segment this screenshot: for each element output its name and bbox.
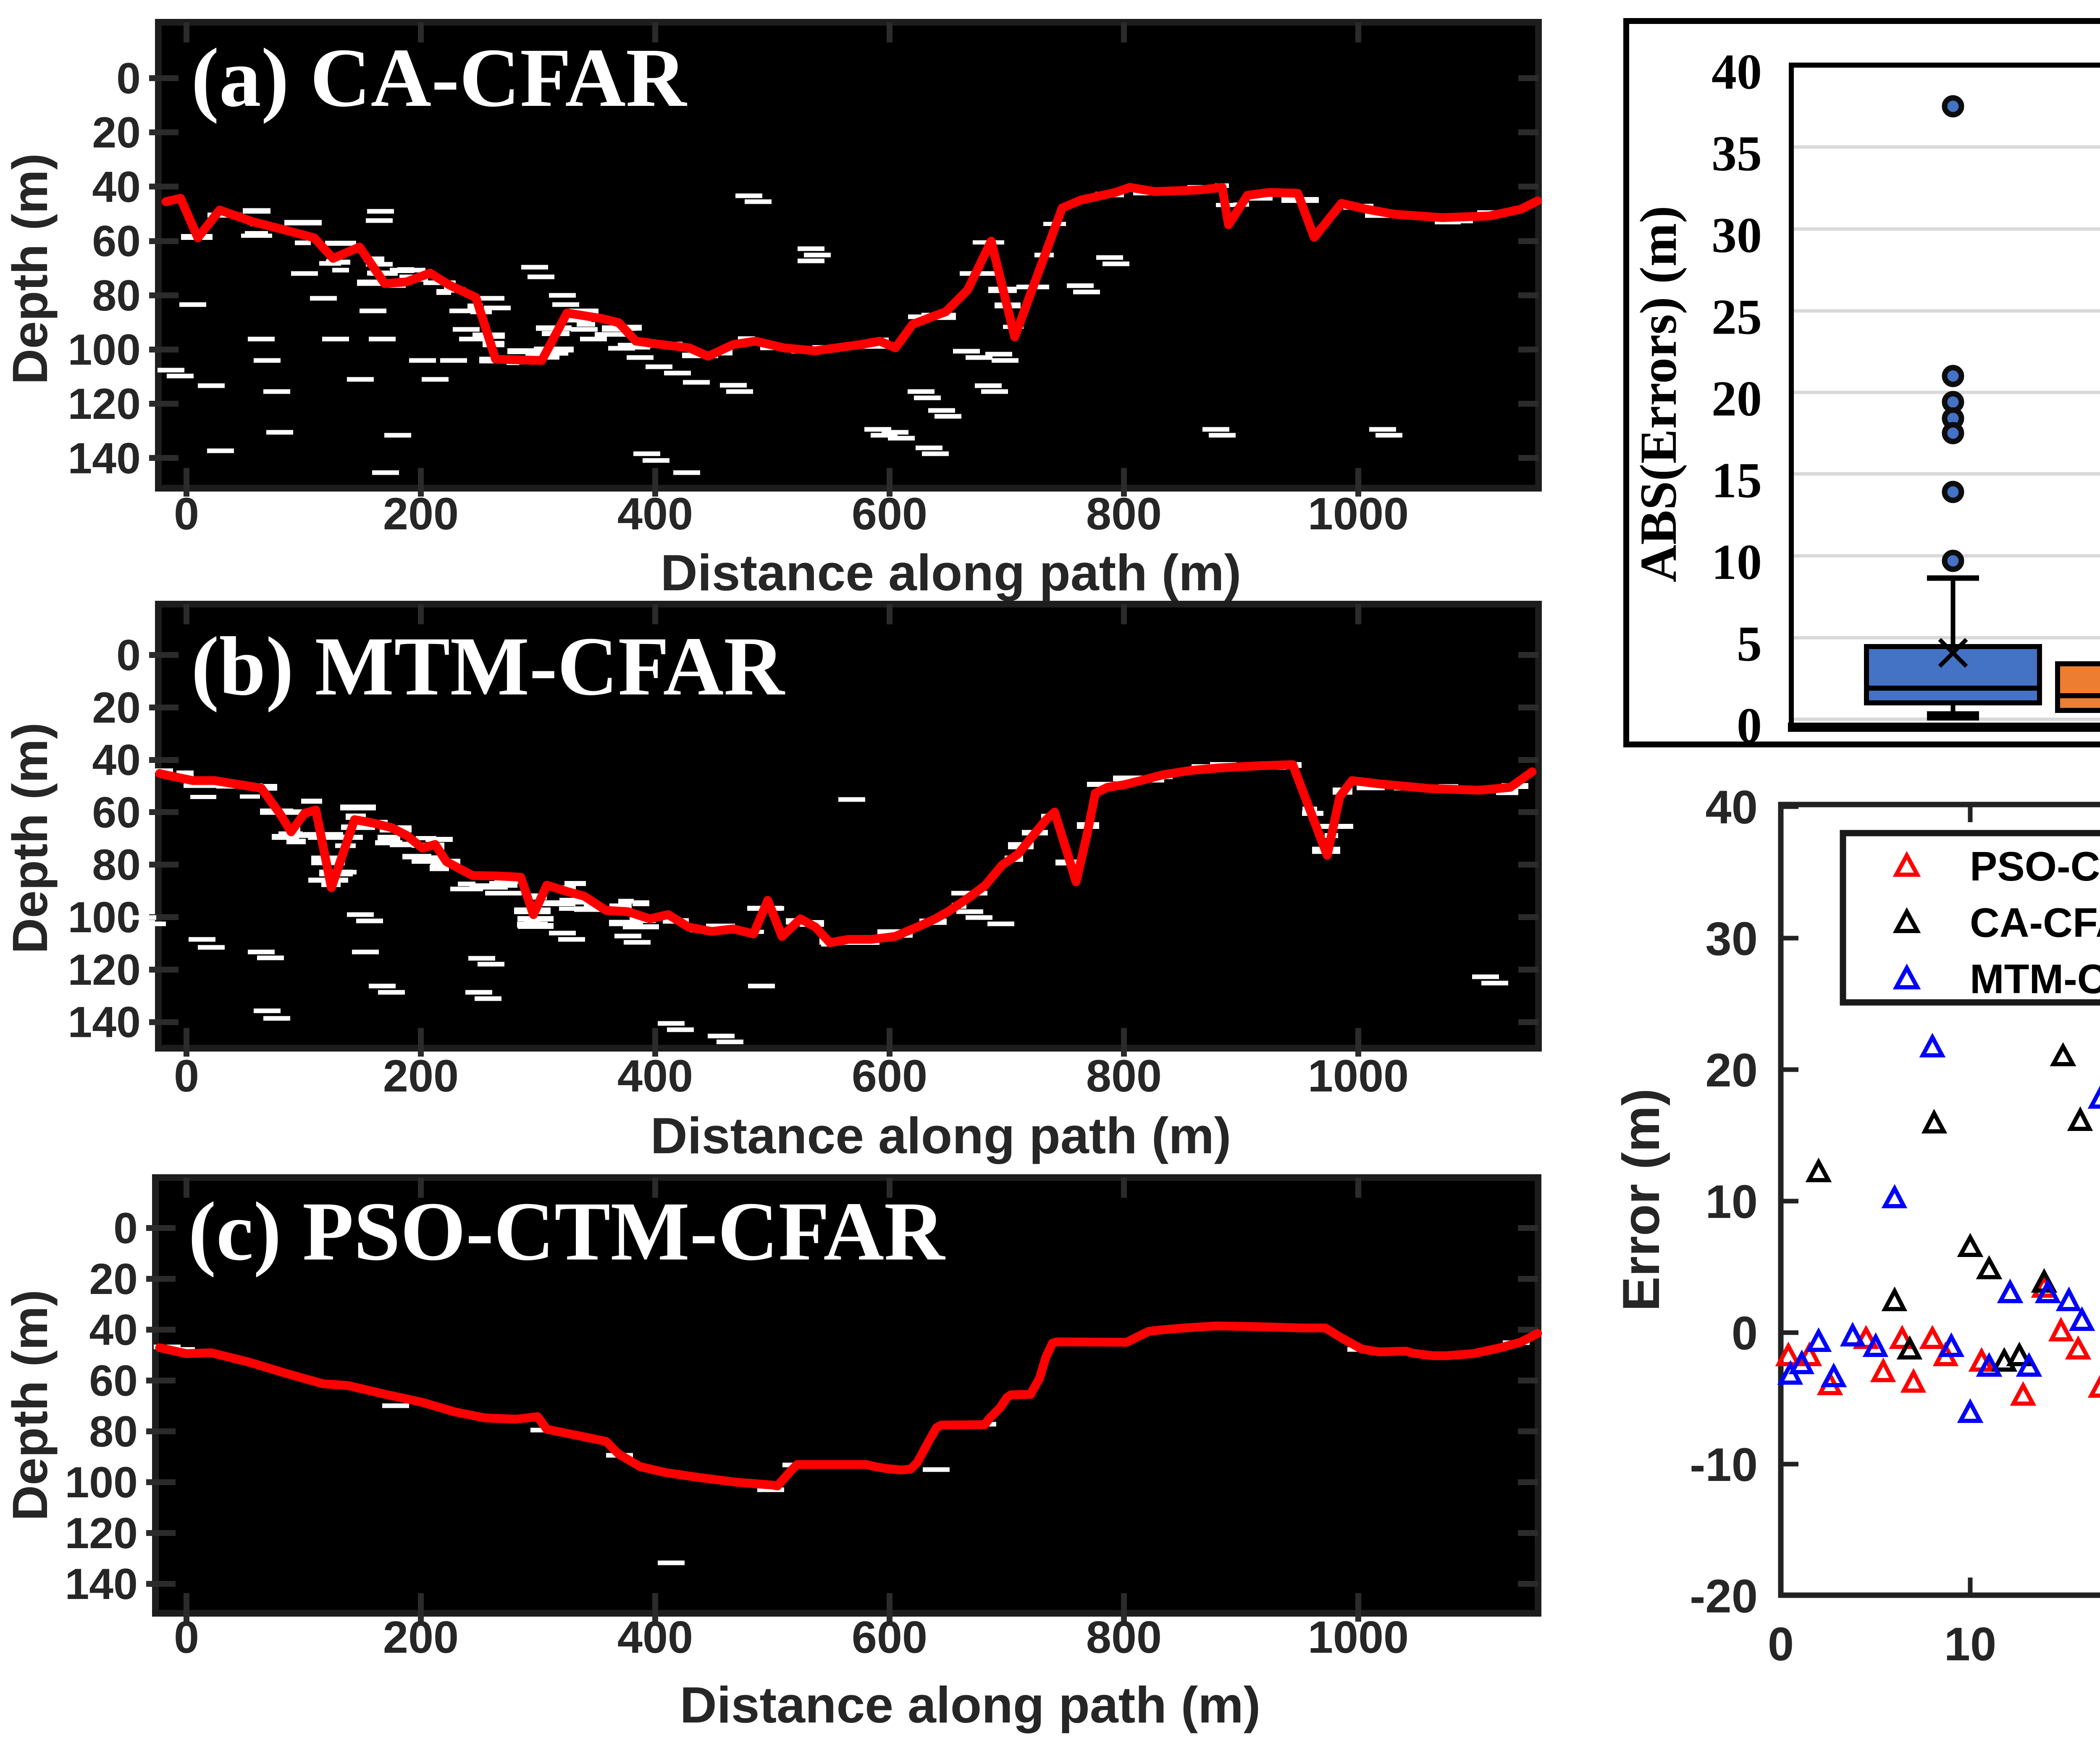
svg-text:800: 800 bbox=[1086, 488, 1162, 539]
svg-text:5: 5 bbox=[1737, 616, 1762, 672]
svg-text:(b) MTM-CFAR: (b) MTM-CFAR bbox=[191, 620, 785, 713]
svg-text:140: 140 bbox=[68, 434, 141, 483]
svg-text:800: 800 bbox=[1086, 1612, 1162, 1662]
svg-text:40: 40 bbox=[92, 736, 141, 785]
svg-text:0: 0 bbox=[1732, 1307, 1758, 1360]
svg-text:(c) PSO-CTM-CFAR: (c) PSO-CTM-CFAR bbox=[188, 1185, 946, 1278]
svg-text:0: 0 bbox=[174, 1612, 199, 1662]
svg-text:140: 140 bbox=[65, 1560, 138, 1609]
svg-text:20: 20 bbox=[1705, 1044, 1758, 1097]
svg-text:60: 60 bbox=[92, 788, 141, 837]
svg-text:10: 10 bbox=[1705, 1175, 1758, 1228]
svg-text:ABS(Errors) (m): ABS(Errors) (m) bbox=[1630, 206, 1687, 583]
svg-text:(a) CA-CFAR: (a) CA-CFAR bbox=[191, 32, 688, 124]
svg-text:Distance along path (m): Distance along path (m) bbox=[651, 1107, 1231, 1164]
svg-text:40: 40 bbox=[1712, 44, 1762, 100]
svg-text:30: 30 bbox=[1712, 207, 1762, 263]
svg-text:0: 0 bbox=[174, 1050, 199, 1101]
svg-text:600: 600 bbox=[852, 1050, 927, 1101]
svg-text:40: 40 bbox=[1705, 781, 1758, 834]
svg-text:1000: 1000 bbox=[1308, 488, 1409, 539]
svg-text:60: 60 bbox=[89, 1357, 138, 1405]
svg-text:40: 40 bbox=[89, 1306, 138, 1354]
svg-text:10: 10 bbox=[1944, 1618, 1997, 1670]
svg-text:10: 10 bbox=[1712, 534, 1762, 590]
svg-text:Depth (m): Depth (m) bbox=[3, 1290, 58, 1521]
svg-text:140: 140 bbox=[68, 998, 141, 1047]
svg-text:120: 120 bbox=[65, 1509, 138, 1558]
svg-text:25: 25 bbox=[1712, 289, 1762, 345]
svg-text:20: 20 bbox=[92, 684, 141, 732]
svg-text:Distance along path (m): Distance along path (m) bbox=[680, 1676, 1261, 1733]
svg-text:-10: -10 bbox=[1690, 1438, 1758, 1491]
svg-text:600: 600 bbox=[852, 1612, 927, 1662]
svg-text:20: 20 bbox=[1712, 371, 1762, 426]
svg-text:200: 200 bbox=[383, 488, 459, 539]
svg-text:100: 100 bbox=[68, 326, 141, 374]
svg-text:20: 20 bbox=[92, 108, 141, 157]
svg-text:-20: -20 bbox=[1690, 1570, 1758, 1623]
svg-text:800: 800 bbox=[1086, 1050, 1162, 1101]
svg-text:200: 200 bbox=[383, 1612, 459, 1662]
svg-text:0: 0 bbox=[116, 54, 141, 103]
svg-text:MTM-CFAR: MTM-CFAR bbox=[1970, 956, 2100, 1002]
svg-text:400: 400 bbox=[617, 488, 693, 539]
svg-text:Distance along path (m): Distance along path (m) bbox=[661, 544, 1242, 601]
svg-text:1000: 1000 bbox=[1308, 1050, 1409, 1101]
svg-text:0: 0 bbox=[116, 631, 141, 680]
svg-text:40: 40 bbox=[92, 163, 141, 211]
svg-text:120: 120 bbox=[68, 380, 141, 429]
svg-text:Depth (m): Depth (m) bbox=[3, 723, 58, 954]
svg-text:0: 0 bbox=[1768, 1618, 1794, 1670]
svg-text:600: 600 bbox=[852, 488, 927, 539]
svg-text:120: 120 bbox=[68, 946, 141, 994]
svg-text:0: 0 bbox=[1737, 697, 1762, 753]
svg-text:Depth (m): Depth (m) bbox=[3, 153, 58, 385]
svg-text:20: 20 bbox=[89, 1255, 138, 1304]
svg-text:80: 80 bbox=[92, 841, 141, 889]
svg-text:60: 60 bbox=[92, 217, 141, 266]
svg-text:CA-CFAR: CA-CFAR bbox=[1970, 899, 2100, 946]
svg-text:200: 200 bbox=[383, 1050, 459, 1101]
svg-text:1000: 1000 bbox=[1308, 1612, 1409, 1662]
svg-text:15: 15 bbox=[1712, 452, 1762, 508]
svg-text:Error (m): Error (m) bbox=[1612, 1089, 1670, 1312]
svg-text:100: 100 bbox=[68, 893, 141, 942]
svg-text:PSO-CTM-CFAR: PSO-CTM-CFAR bbox=[1970, 843, 2100, 889]
svg-text:30: 30 bbox=[1705, 913, 1758, 965]
svg-text:400: 400 bbox=[617, 1050, 693, 1101]
svg-text:80: 80 bbox=[89, 1407, 138, 1456]
svg-text:400: 400 bbox=[617, 1612, 693, 1662]
svg-text:0: 0 bbox=[113, 1204, 138, 1253]
svg-text:35: 35 bbox=[1712, 126, 1762, 181]
svg-text:80: 80 bbox=[92, 271, 141, 320]
svg-text:100: 100 bbox=[65, 1458, 138, 1507]
svg-text:0: 0 bbox=[174, 488, 199, 539]
